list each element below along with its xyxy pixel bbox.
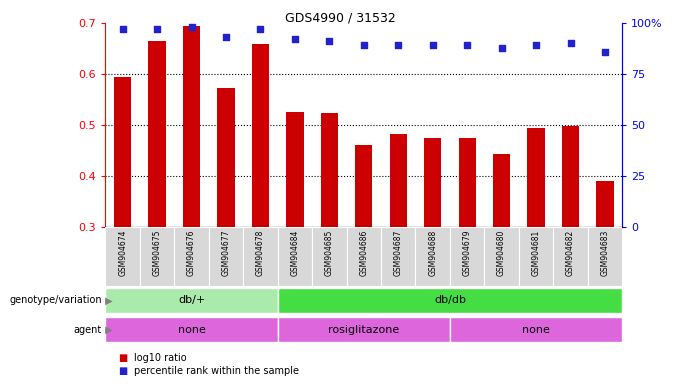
Text: none: none: [522, 325, 550, 335]
Text: GSM904675: GSM904675: [152, 230, 162, 276]
Text: GSM904677: GSM904677: [222, 230, 231, 276]
Bar: [114, 76, 131, 227]
Text: ▶: ▶: [102, 295, 113, 305]
Bar: [243, 227, 277, 286]
Text: GSM904674: GSM904674: [118, 230, 127, 276]
Text: GSM904683: GSM904683: [600, 230, 609, 276]
Text: GSM904684: GSM904684: [290, 230, 299, 276]
Point: [427, 42, 438, 48]
Point: [186, 24, 197, 30]
Bar: [277, 288, 622, 313]
Bar: [528, 127, 545, 227]
Point: [358, 42, 369, 48]
Bar: [209, 227, 243, 286]
Bar: [519, 227, 554, 286]
Text: GSM904685: GSM904685: [325, 230, 334, 276]
Bar: [140, 227, 174, 286]
Text: agent: agent: [73, 325, 102, 335]
Bar: [312, 227, 347, 286]
Point: [600, 48, 611, 55]
Point: [220, 34, 231, 40]
Bar: [277, 227, 312, 286]
Bar: [321, 113, 338, 227]
Point: [152, 26, 163, 32]
Text: genotype/variation: genotype/variation: [10, 295, 102, 305]
Bar: [174, 227, 209, 286]
Point: [393, 42, 404, 48]
Bar: [355, 146, 373, 227]
Bar: [218, 88, 235, 227]
Bar: [562, 126, 579, 227]
Bar: [588, 227, 622, 286]
Text: ■: ■: [119, 353, 131, 362]
Text: ■: ■: [119, 366, 131, 376]
Bar: [424, 138, 441, 227]
Text: GSM904678: GSM904678: [256, 230, 265, 276]
Text: GSM904676: GSM904676: [187, 230, 196, 276]
Point: [324, 38, 335, 45]
Bar: [183, 26, 200, 227]
Text: GSM904682: GSM904682: [566, 230, 575, 276]
Bar: [450, 227, 484, 286]
Bar: [286, 112, 303, 227]
Point: [117, 26, 128, 32]
Point: [290, 36, 301, 42]
Text: ▶: ▶: [102, 325, 113, 335]
Text: db/+: db/+: [178, 295, 205, 305]
Bar: [252, 45, 269, 227]
Text: log10 ratio: log10 ratio: [134, 353, 186, 362]
Bar: [390, 134, 407, 227]
Bar: [554, 227, 588, 286]
Text: GSM904686: GSM904686: [359, 230, 369, 276]
Point: [496, 45, 507, 51]
Text: none: none: [177, 325, 205, 335]
Bar: [415, 227, 450, 286]
Bar: [105, 288, 277, 313]
Text: GSM904679: GSM904679: [462, 230, 472, 276]
Bar: [596, 181, 613, 227]
Point: [530, 42, 541, 48]
Text: GSM904687: GSM904687: [394, 230, 403, 276]
Bar: [484, 227, 519, 286]
Bar: [105, 227, 140, 286]
Bar: [450, 318, 622, 342]
Text: db/db: db/db: [434, 295, 466, 305]
Text: rosiglitazone: rosiglitazone: [328, 325, 399, 335]
Text: GSM904680: GSM904680: [497, 230, 506, 276]
Text: GSM904681: GSM904681: [532, 230, 541, 276]
Point: [565, 40, 576, 46]
Bar: [493, 154, 510, 227]
Text: GSM904688: GSM904688: [428, 230, 437, 276]
Bar: [347, 227, 381, 286]
Point: [462, 42, 473, 48]
Bar: [277, 318, 450, 342]
Text: percentile rank within the sample: percentile rank within the sample: [134, 366, 299, 376]
Bar: [458, 138, 476, 227]
Bar: [148, 41, 166, 227]
Text: GDS4990 / 31532: GDS4990 / 31532: [285, 12, 395, 25]
Bar: [381, 227, 415, 286]
Bar: [105, 318, 277, 342]
Point: [255, 26, 266, 32]
